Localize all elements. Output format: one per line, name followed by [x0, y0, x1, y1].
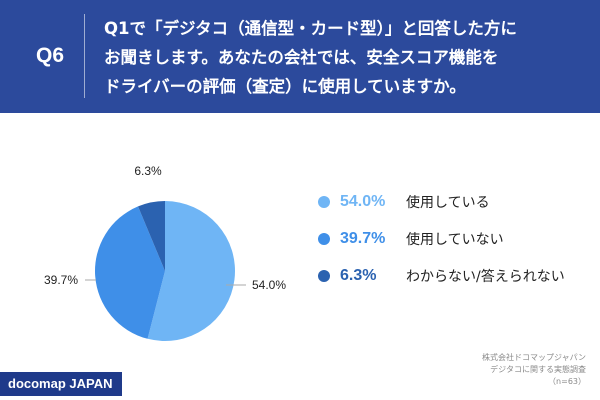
source-note: 株式会社ドコマップジャパン デジタコに関する実態調査 （n=63）: [386, 352, 586, 388]
legend-value: 6.3%: [340, 267, 377, 284]
question-header: Q6 Q1で「デジタコ（通信型・カード型）」と回答した方に お聞きします。あなた…: [0, 0, 600, 113]
question-line: お聞きします。あなたの会社では、安全スコア機能を: [104, 48, 499, 67]
source-line: 株式会社ドコマップジャパン: [482, 353, 586, 362]
question-text: Q1で「デジタコ（通信型・カード型）」と回答した方に お聞きします。あなたの会社…: [104, 14, 584, 101]
legend-item-unknown: 6.3% わからない/答えられない: [318, 264, 565, 288]
pie-slice: [95, 206, 165, 339]
legend-dot: [318, 196, 330, 208]
header-divider: [84, 14, 85, 98]
pie-value-label: 39.7%: [44, 273, 78, 287]
legend-value: 54.0%: [340, 193, 386, 210]
source-line: （n=63）: [548, 377, 586, 386]
legend-item-used: 54.0% 使用している: [318, 190, 490, 214]
legend-label: 使用している: [406, 195, 490, 211]
pie-slice: [147, 201, 235, 341]
legend-value: 39.7%: [340, 230, 386, 247]
docomap-logo: docomap JAPAN: [0, 372, 122, 396]
question-line: Q1で「デジタコ（通信型・カード型）」と回答した方に: [104, 19, 517, 38]
pie-value-label: 6.3%: [134, 164, 162, 178]
pie-value-label: 54.0%: [252, 278, 286, 292]
legend-label: 使用していない: [406, 232, 504, 248]
pie-slice: [138, 201, 165, 271]
legend-item-not-used: 39.7% 使用していない: [318, 227, 504, 251]
source-line: デジタコに関する実態調査: [490, 365, 586, 374]
legend-label: わからない/答えられない: [406, 269, 565, 285]
question-number: Q6: [35, 44, 64, 67]
pie-chart: 54.0% 39.7% 6.3%: [44, 164, 286, 341]
chart-area: 54.0% 39.7% 6.3%: [0, 113, 600, 400]
legend-dot: [318, 233, 330, 245]
legend-dot: [318, 270, 330, 282]
question-line: ドライバーの評価（査定）に使用していますか。: [104, 77, 466, 96]
